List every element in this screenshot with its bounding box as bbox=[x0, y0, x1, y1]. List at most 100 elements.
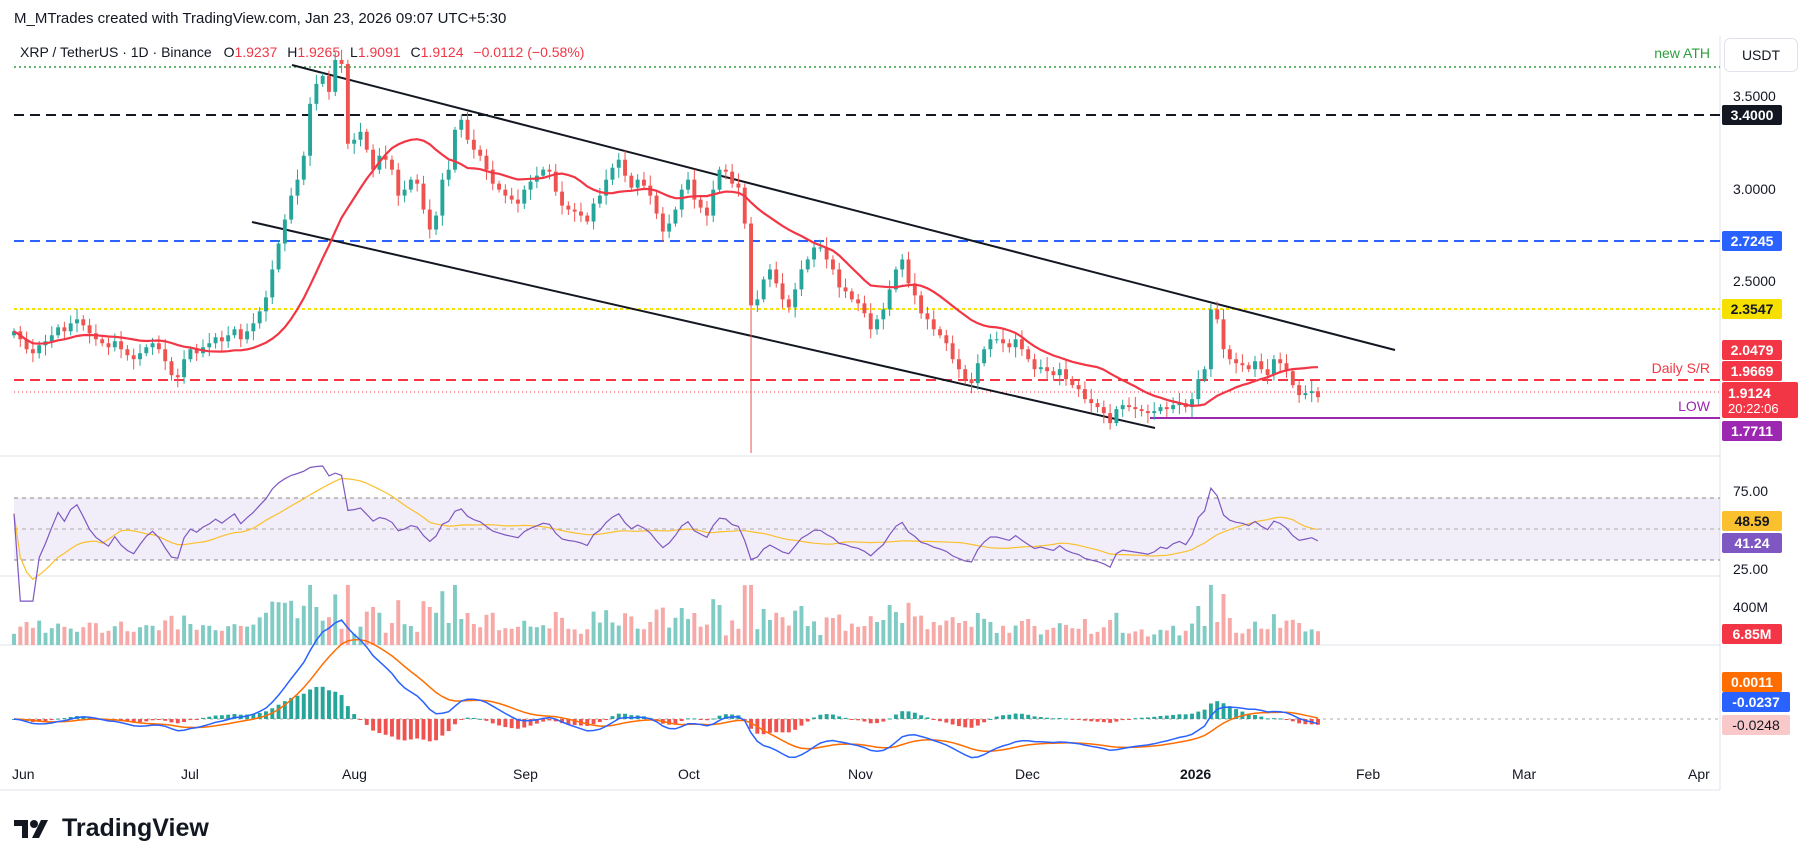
candle-body[interactable] bbox=[673, 209, 678, 224]
candle-body[interactable] bbox=[893, 269, 898, 290]
candle-body[interactable] bbox=[994, 339, 999, 341]
candle-body[interactable] bbox=[339, 59, 344, 64]
candle-body[interactable] bbox=[182, 359, 187, 378]
candle-body[interactable] bbox=[906, 259, 911, 284]
candle-body[interactable] bbox=[1164, 407, 1169, 410]
candle-body[interactable] bbox=[352, 139, 357, 144]
candle-body[interactable] bbox=[856, 299, 861, 304]
candle-body[interactable] bbox=[1316, 391, 1320, 398]
tradingview-logo[interactable]: TradingView bbox=[14, 814, 209, 843]
candle-body[interactable] bbox=[484, 155, 489, 170]
candle-body[interactable] bbox=[1032, 359, 1037, 370]
candle-body[interactable] bbox=[830, 259, 835, 270]
candle-body[interactable] bbox=[982, 349, 987, 364]
candle-body[interactable] bbox=[188, 349, 193, 360]
candle-body[interactable] bbox=[333, 59, 338, 92]
candle-body[interactable] bbox=[289, 195, 294, 220]
candle-body[interactable] bbox=[686, 179, 691, 190]
candle-body[interactable] bbox=[1114, 409, 1119, 424]
candle-body[interactable] bbox=[453, 129, 457, 170]
candle-body[interactable] bbox=[138, 353, 142, 360]
candle-body[interactable] bbox=[749, 223, 753, 306]
candle-body[interactable] bbox=[849, 291, 854, 300]
candle-body[interactable] bbox=[786, 299, 791, 308]
candle-body[interactable] bbox=[1265, 369, 1270, 376]
candle-body[interactable] bbox=[597, 195, 602, 204]
candle-body[interactable] bbox=[465, 119, 470, 140]
candle-body[interactable] bbox=[1045, 367, 1050, 372]
candle-body[interactable] bbox=[1202, 369, 1207, 380]
candle-body[interactable] bbox=[610, 167, 615, 180]
candle-body[interactable] bbox=[730, 171, 735, 184]
candle-body[interactable] bbox=[1240, 363, 1245, 366]
candle-body[interactable] bbox=[1038, 367, 1043, 370]
candle-body[interactable] bbox=[295, 179, 300, 196]
candle-body[interactable] bbox=[257, 311, 262, 324]
candle-body[interactable] bbox=[1133, 407, 1138, 410]
candle-body[interactable] bbox=[1064, 369, 1068, 380]
candle-body[interactable] bbox=[226, 335, 231, 342]
candle-body[interactable] bbox=[396, 169, 401, 196]
candle-body[interactable] bbox=[1051, 371, 1056, 376]
candle-body[interactable] bbox=[1013, 339, 1018, 348]
candle-body[interactable] bbox=[1026, 349, 1031, 360]
candle-body[interactable] bbox=[516, 199, 520, 204]
candle-body[interactable] bbox=[264, 297, 268, 312]
candle-body[interactable] bbox=[1271, 359, 1276, 376]
candle-body[interactable] bbox=[1089, 399, 1094, 404]
candle-body[interactable] bbox=[1139, 409, 1144, 412]
candle-body[interactable] bbox=[440, 179, 445, 216]
candle-body[interactable] bbox=[799, 269, 804, 290]
candle-body[interactable] bbox=[742, 187, 747, 224]
candle-body[interactable] bbox=[30, 349, 35, 354]
candle-body[interactable] bbox=[1076, 385, 1081, 390]
candle-body[interactable] bbox=[1196, 379, 1201, 400]
candle-body[interactable] bbox=[81, 319, 86, 326]
candle-body[interactable] bbox=[1253, 361, 1257, 370]
candle-body[interactable] bbox=[415, 179, 420, 184]
candle-body[interactable] bbox=[660, 213, 665, 232]
candle-body[interactable] bbox=[1297, 385, 1302, 396]
candle-body[interactable] bbox=[100, 339, 105, 344]
candle-body[interactable] bbox=[207, 343, 212, 348]
candle-body[interactable] bbox=[459, 119, 464, 130]
candle-body[interactable] bbox=[1290, 371, 1295, 386]
candle-body[interactable] bbox=[629, 175, 634, 188]
candle-body[interactable] bbox=[579, 211, 583, 216]
candle-body[interactable] bbox=[585, 215, 590, 222]
candle-body[interactable] bbox=[320, 75, 325, 84]
candle-body[interactable] bbox=[541, 169, 546, 176]
candle-body[interactable] bbox=[704, 207, 709, 216]
candle-body[interactable] bbox=[572, 209, 577, 212]
candle-body[interactable] bbox=[767, 269, 772, 280]
candle-body[interactable] bbox=[528, 181, 533, 190]
candle-body[interactable] bbox=[975, 363, 980, 384]
candle-body[interactable] bbox=[276, 243, 281, 270]
candle-body[interactable] bbox=[478, 149, 483, 156]
candle-body[interactable] bbox=[761, 279, 766, 300]
candle-body[interactable] bbox=[144, 347, 149, 354]
candle-body[interactable] bbox=[219, 337, 224, 342]
candle-body[interactable] bbox=[408, 179, 413, 190]
candle-body[interactable] bbox=[106, 343, 111, 348]
candle-body[interactable] bbox=[131, 355, 136, 360]
candle-body[interactable] bbox=[1158, 407, 1163, 412]
candle-body[interactable] bbox=[812, 247, 816, 260]
candle-body[interactable] bbox=[49, 335, 54, 342]
candle-body[interactable] bbox=[270, 269, 275, 298]
candle-body[interactable] bbox=[925, 313, 930, 320]
candle-body[interactable] bbox=[1095, 403, 1100, 408]
candle-body[interactable] bbox=[1278, 359, 1283, 364]
candle-body[interactable] bbox=[591, 203, 596, 222]
candle-body[interactable] bbox=[87, 325, 92, 334]
currency-button[interactable]: USDT bbox=[1724, 38, 1798, 72]
candle-body[interactable] bbox=[1007, 343, 1012, 348]
candle-body[interactable] bbox=[238, 329, 243, 340]
candle-body[interactable] bbox=[1127, 405, 1131, 408]
candle-body[interactable] bbox=[245, 331, 250, 340]
candle-body[interactable] bbox=[371, 149, 376, 170]
candle-body[interactable] bbox=[711, 189, 716, 216]
candle-body[interactable] bbox=[12, 331, 16, 336]
candle-body[interactable] bbox=[969, 379, 974, 384]
candle-body[interactable] bbox=[175, 375, 180, 378]
